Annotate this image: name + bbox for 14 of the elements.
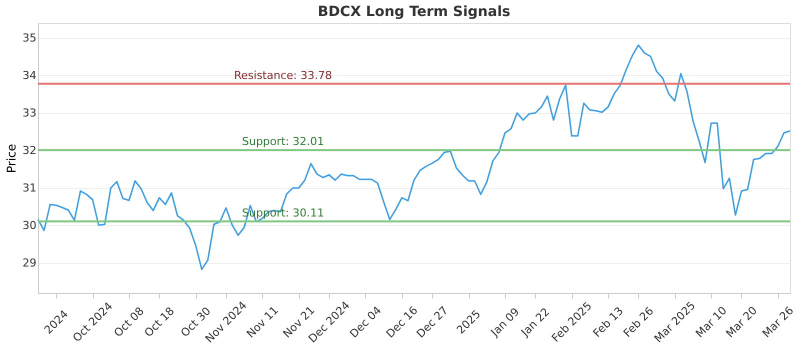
y-tick-label: 34 bbox=[22, 69, 36, 82]
y-tick-label: 29 bbox=[22, 256, 36, 270]
line-series bbox=[37, 44, 791, 270]
y-tick-label: 35 bbox=[22, 32, 36, 44]
ref-line-label: Resistance: 33.78 bbox=[234, 68, 332, 82]
y-tick-label: 30 bbox=[22, 219, 36, 232]
y-tick-label: 33 bbox=[22, 106, 36, 120]
x-tick-label: Mar 26 bbox=[760, 304, 796, 340]
y-tick-label: 32 bbox=[22, 144, 36, 157]
ref-line-label: Support: 32.01 bbox=[242, 135, 324, 148]
chart-title: BDCX Long Term Signals bbox=[318, 4, 510, 20]
x-tick-label: Oct 18 bbox=[142, 304, 177, 340]
y-axis-title: Price bbox=[4, 144, 19, 174]
y-tick-label: 31 bbox=[22, 182, 36, 194]
